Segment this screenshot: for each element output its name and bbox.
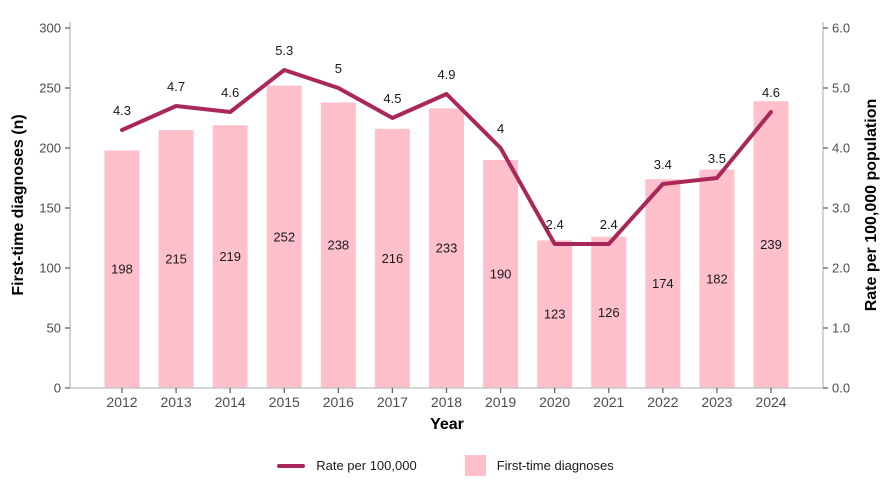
left-tick-label-250: 250	[39, 81, 61, 96]
bar-2015	[266, 85, 302, 388]
bar-label-2013: 215	[165, 252, 187, 267]
rate-label-2014: 4.6	[221, 85, 239, 100]
bar-2016	[320, 102, 356, 389]
left-tick-label-200: 200	[39, 141, 61, 156]
bar-label-2021: 126	[598, 305, 620, 320]
legend-diagnoses-label: First-time diagnoses	[496, 458, 614, 473]
x-tick-label-2020: 2020	[539, 394, 570, 410]
rate-label-2013: 4.7	[167, 79, 185, 94]
x-tick-label-2012: 2012	[106, 394, 137, 410]
bar-2022	[645, 179, 681, 388]
right-tick-label-3.0: 3.0	[832, 201, 850, 216]
bar-2017	[374, 128, 410, 389]
rate-label-2024: 4.6	[762, 85, 780, 100]
right-tick-label-5.0: 5.0	[832, 81, 850, 96]
x-tick-label-2015: 2015	[269, 394, 300, 410]
right-tick-label-6.0: 6.0	[832, 21, 850, 36]
legend-rate-label: Rate per 100,000	[316, 458, 417, 473]
bar-label-2015: 252	[273, 229, 295, 244]
bar-label-2016: 238	[327, 238, 349, 253]
x-tick-label-2022: 2022	[647, 394, 678, 410]
left-tick-label-0: 0	[54, 381, 61, 396]
bar-2013	[158, 130, 194, 388]
x-tick-label-2018: 2018	[431, 394, 462, 410]
rate-label-2020: 2.4	[546, 217, 564, 232]
right-tick-label-2.0: 2.0	[832, 261, 850, 276]
bar-2021	[591, 236, 627, 388]
bar-label-2019: 190	[490, 267, 512, 282]
rate-label-2021: 2.4	[600, 217, 618, 232]
legend-item-diagnoses: First-time diagnoses	[464, 455, 614, 476]
rate-label-2023: 3.5	[708, 151, 726, 166]
left-tick-label-100: 100	[39, 261, 61, 276]
bar-label-2020: 123	[544, 307, 566, 322]
legend: Rate per 100,000 First-time diagnoses	[0, 455, 891, 476]
bar-label-2023: 182	[706, 271, 728, 286]
left-axis-title: First-time diagnoses (n)	[10, 114, 27, 296]
rate-label-2017: 4.5	[383, 91, 401, 106]
bar-2019	[483, 160, 519, 388]
bar-2012	[104, 150, 140, 388]
bar-label-2024: 239	[760, 237, 782, 252]
rate-label-2015: 5.3	[275, 43, 293, 58]
rate-label-2022: 3.4	[654, 157, 672, 172]
left-tick-label-300: 300	[39, 21, 61, 36]
x-tick-label-2023: 2023	[701, 394, 732, 410]
right-tick-label-0.0: 0.0	[832, 381, 850, 396]
bar-label-2012: 198	[111, 262, 133, 277]
bar-label-2018: 233	[436, 241, 458, 256]
rate-label-2016: 5	[335, 61, 342, 76]
bar-label-2017: 216	[382, 251, 404, 266]
x-axis-title: Year	[430, 416, 464, 433]
right-tick-label-4.0: 4.0	[832, 141, 850, 156]
x-tick-label-2013: 2013	[161, 394, 192, 410]
diagnoses-bar-swatch	[464, 455, 486, 476]
bar-2020	[537, 240, 573, 388]
rate-line	[120, 68, 773, 246]
x-tick-label-2014: 2014	[215, 394, 246, 410]
legend-item-rate: Rate per 100,000	[277, 458, 417, 473]
right-axis-title: Rate per 100,000 population	[863, 98, 880, 312]
x-tick-label-2021: 2021	[593, 394, 624, 410]
bar-2018	[429, 108, 464, 389]
x-tick-label-2017: 2017	[377, 394, 408, 410]
bar-label-2022: 174	[652, 276, 674, 291]
rate-label-2019: 4	[497, 121, 504, 136]
left-tick-label-50: 50	[47, 321, 61, 336]
rate-line-swatch	[277, 463, 306, 468]
rate-label-2018: 4.9	[437, 67, 455, 82]
bar-label-2014: 219	[219, 249, 241, 264]
x-tick-label-2019: 2019	[485, 394, 516, 410]
bar-2024	[753, 101, 789, 388]
bar-2014	[212, 125, 248, 388]
x-tick-label-2024: 2024	[755, 394, 786, 410]
x-tick-label-2016: 2016	[323, 394, 354, 410]
bar-2023	[699, 169, 735, 388]
right-tick-label-1.0: 1.0	[832, 321, 850, 336]
left-tick-label-150: 150	[39, 201, 61, 216]
rate-label-2012: 4.3	[113, 103, 131, 118]
